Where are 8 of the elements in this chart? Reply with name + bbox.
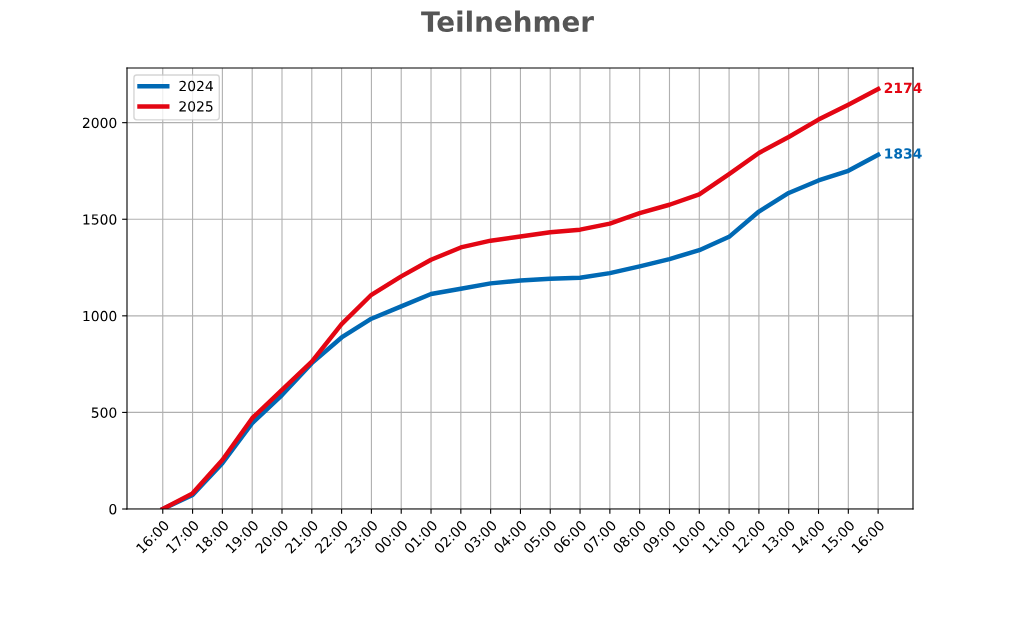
- chart-title: Teilnehmer: [421, 10, 594, 33]
- y-tick-label: 500: [91, 407, 117, 418]
- legend-label: 2025: [179, 101, 213, 112]
- y-tick-label: 0: [109, 503, 117, 515]
- y-tick-label: 1500: [83, 214, 117, 225]
- legend-label: 2024: [179, 80, 213, 92]
- y-tick-label: 2000: [82, 117, 117, 129]
- y-tick-label: 1000: [83, 310, 117, 322]
